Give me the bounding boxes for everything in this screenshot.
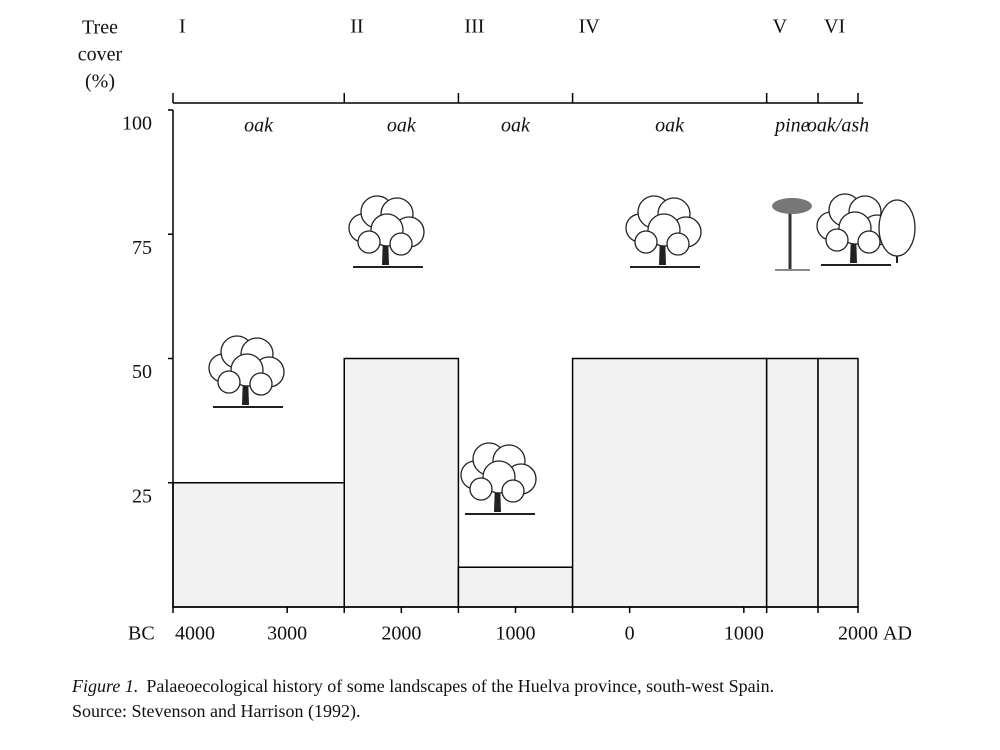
y-axis-label: (%)	[85, 71, 115, 93]
period-label: VI	[824, 16, 845, 38]
canopy	[357, 230, 381, 254]
canopy	[857, 230, 881, 254]
y-axis-label: cover	[78, 44, 123, 66]
bar	[817, 357, 859, 608]
tree-label: oak	[655, 115, 685, 137]
y-tick-label: 100	[122, 113, 152, 135]
oak-icon	[208, 335, 285, 408]
canopy	[469, 477, 493, 501]
canopy	[217, 370, 241, 394]
x-tick-label: 1000	[496, 623, 536, 645]
tree-label: oak	[501, 115, 531, 137]
x-tick-label: 3000	[267, 623, 307, 645]
caption-figure: Figure 1.	[71, 676, 138, 696]
x-tick-label: 1000	[724, 623, 764, 645]
x-tick-label: 2000	[838, 623, 878, 645]
pine-icon	[772, 198, 812, 271]
oak-icon	[816, 193, 893, 266]
period-label: IV	[579, 16, 601, 38]
y-tick-label: 50	[132, 361, 152, 383]
period-label: V	[773, 16, 788, 38]
caption-text: Palaeoecological history of some landsca…	[146, 676, 774, 696]
x-tick-label: 0	[625, 623, 635, 645]
canopy	[249, 372, 273, 396]
x-prefix: BC	[128, 623, 155, 645]
bar	[571, 357, 768, 608]
tree-label: oak/ash	[807, 115, 869, 137]
tree-label: oak	[387, 115, 417, 137]
canopy	[389, 232, 413, 256]
period-label: III	[464, 16, 484, 38]
x-tick-label: 4000	[175, 623, 215, 645]
y-tick-label: 75	[132, 237, 152, 259]
y-tick-label: 25	[132, 485, 152, 507]
x-suffix: AD	[883, 623, 912, 645]
period-label: II	[350, 16, 363, 38]
caption-source: Source: Stevenson and Harrison (1992).	[72, 701, 360, 722]
ash-icon	[878, 199, 916, 263]
canopy	[634, 230, 658, 254]
bar	[765, 357, 819, 608]
bar	[343, 357, 460, 608]
tree-label: pine	[773, 115, 810, 137]
canopy	[825, 228, 849, 252]
x-tick-label: 2000	[381, 623, 421, 645]
y-axis-label: Tree	[82, 17, 118, 39]
tree-label: oak	[244, 115, 274, 137]
caption: Figure 1. Palaeoecological history of som…	[71, 676, 774, 696]
oak-icon	[348, 195, 425, 268]
bar	[457, 566, 574, 608]
canopy	[666, 232, 690, 256]
oak-icon	[625, 195, 702, 268]
bar	[172, 482, 345, 608]
canopy	[501, 479, 525, 503]
canopy	[878, 199, 916, 257]
canopy	[772, 198, 812, 214]
period-label: I	[179, 16, 186, 38]
oak-icon	[460, 442, 537, 515]
